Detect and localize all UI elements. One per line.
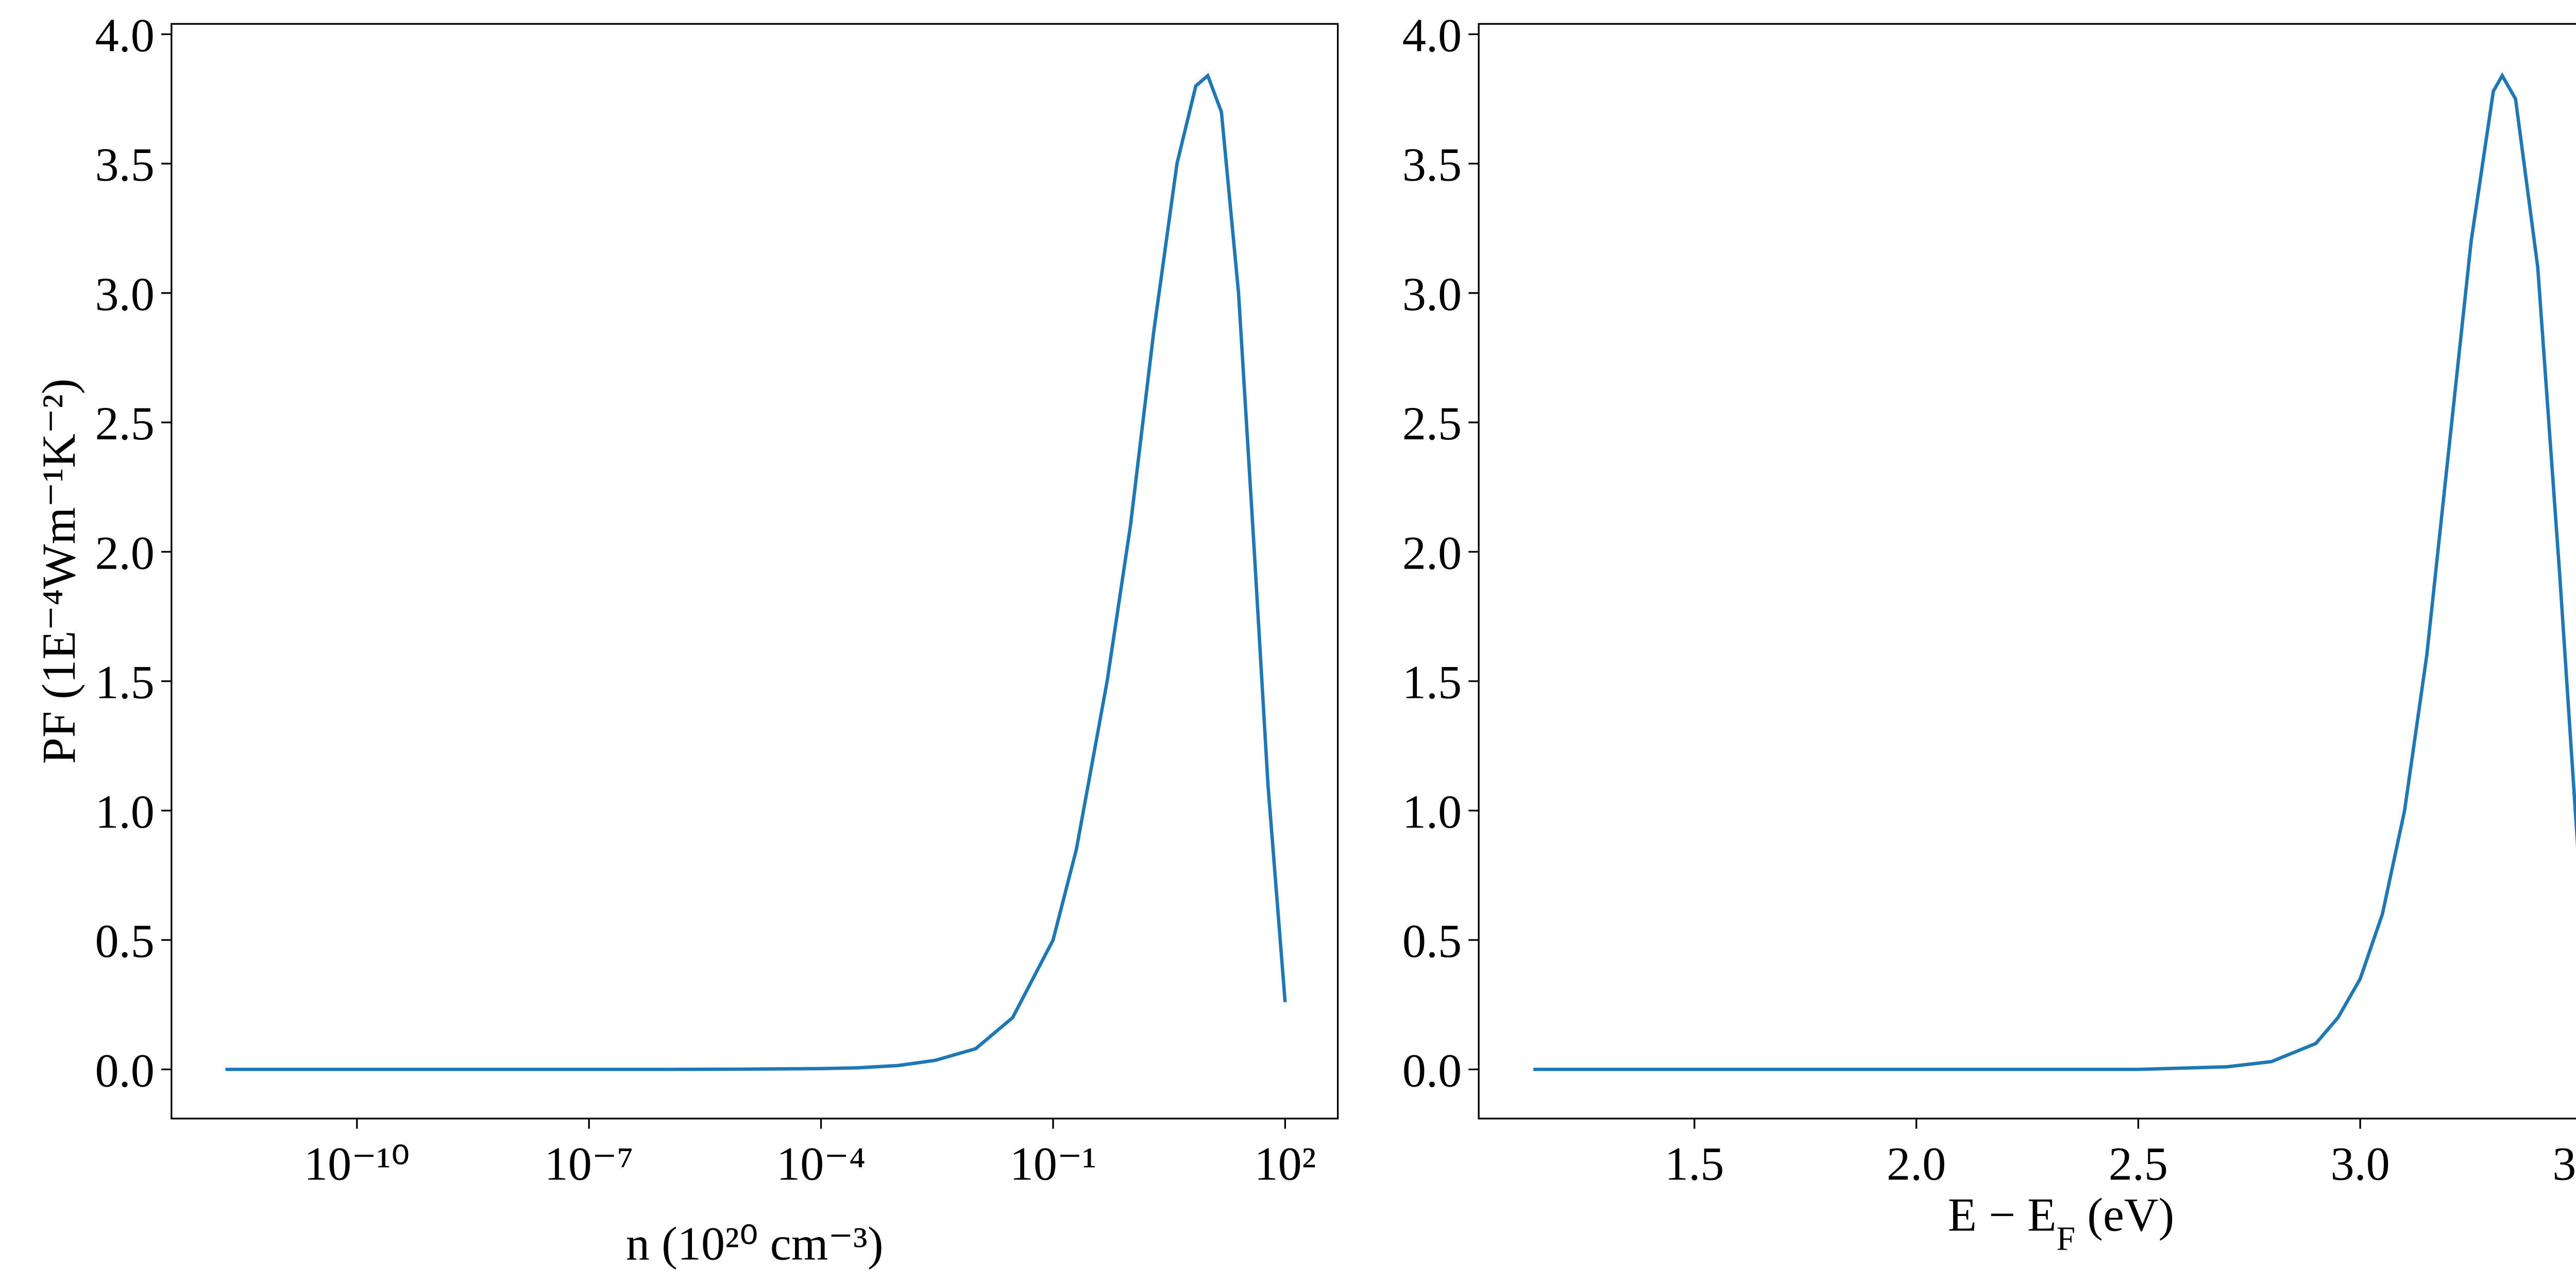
y-tick-label: 1.0 (95, 785, 155, 838)
x-axis-label-part: F (2057, 1220, 2076, 1257)
x-axis-label: E − EF (eV) (1948, 1188, 2175, 1257)
x-tick-label: 10⁻⁷ (545, 1137, 634, 1190)
x-axis-label-part: E − E (1948, 1188, 2057, 1241)
y-tick-label: 2.5 (95, 397, 155, 450)
y-tick-label: 3.0 (1402, 268, 1462, 320)
y-axis-label: PF (1E⁻⁴Wm⁻¹K⁻²) (32, 379, 85, 764)
x-tick-label: 10² (1254, 1137, 1316, 1190)
x-tick-label: 2.0 (1887, 1137, 1946, 1190)
x-tick-label: 1.5 (1665, 1137, 1724, 1190)
y-tick-label: 3.5 (95, 139, 155, 191)
data-line (1533, 72, 2576, 1071)
x-tick-label: 10⁻¹⁰ (304, 1137, 410, 1190)
data-line (225, 73, 1287, 1071)
y-tick-label: 4.0 (95, 9, 155, 61)
y-tick-label: 0.0 (1402, 1044, 1462, 1096)
axes-frame (171, 23, 1339, 1120)
x-axis-label: n (10²⁰ cm⁻³) (626, 1217, 884, 1270)
y-tick-label: 0.0 (95, 1044, 155, 1096)
x-tick-label: 3.0 (2330, 1137, 2389, 1190)
x-axis-label-part: (eV) (2075, 1188, 2174, 1241)
axes-frame (1478, 23, 2576, 1120)
y-tick-label: 1.0 (1402, 785, 1462, 838)
y-tick-label: 1.5 (1402, 656, 1462, 709)
y-tick-label: 2.0 (95, 526, 155, 579)
x-tick-label: 3.5 (2552, 1137, 2576, 1190)
x-tick-label: 10⁻⁴ (776, 1137, 866, 1190)
y-tick-label: 3.0 (95, 268, 155, 320)
y-tick-label: 0.5 (1402, 915, 1462, 967)
x-tick-label: 10⁻¹ (1010, 1137, 1097, 1190)
y-tick-label: 4.0 (1402, 9, 1462, 61)
y-tick-label: 3.5 (1402, 139, 1462, 191)
x-tick-label: 2.5 (2109, 1137, 2168, 1190)
y-tick-label: 2.0 (1402, 526, 1462, 579)
y-tick-label: 0.5 (95, 915, 155, 967)
y-tick-label: 1.5 (95, 656, 155, 709)
y-tick-label: 2.5 (1402, 397, 1462, 450)
